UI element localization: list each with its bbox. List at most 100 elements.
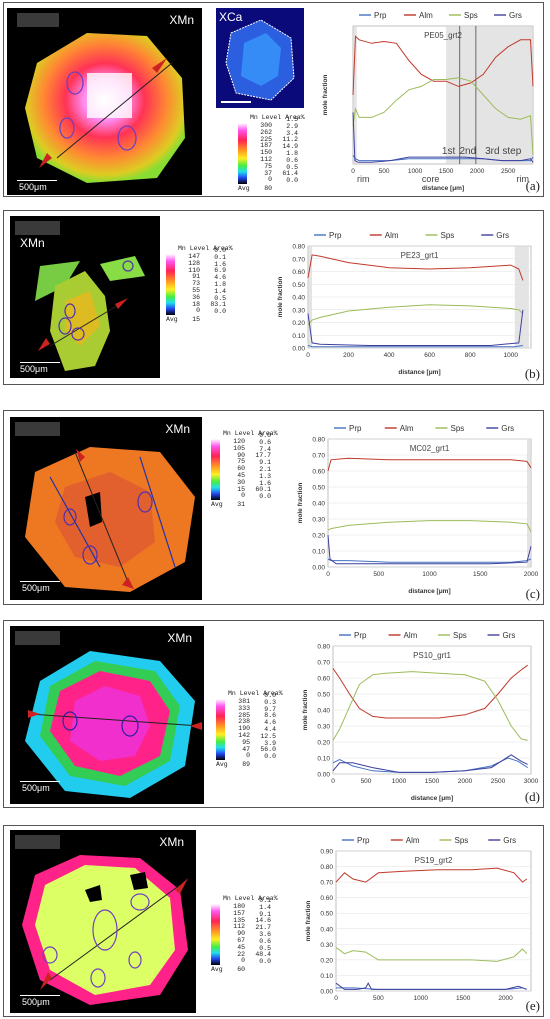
x-tick-label: 0 — [326, 571, 330, 578]
y-tick-label: 0.10 — [317, 756, 330, 763]
xmn-map-a: XMn 500μm — [7, 8, 202, 195]
scale-label-c: 500μm — [22, 583, 50, 593]
series-line-grs — [335, 982, 527, 990]
legend-level: 47 — [242, 745, 250, 753]
legend-entry: Prp — [357, 836, 370, 845]
x-axis-label: distance [μm] — [408, 588, 450, 595]
series-line-sps — [327, 520, 532, 533]
legend-avg-value: 80 — [264, 185, 272, 193]
chart-annotation: 3rd step — [485, 146, 522, 157]
legend-header: Mn Level Area% — [223, 430, 278, 437]
series-line-grs — [307, 309, 524, 346]
legend-area: 12.5 — [260, 732, 276, 740]
x-tick-label: 600 — [424, 352, 435, 359]
x-tick-label: 1500 — [456, 995, 471, 1002]
legend-area: 2.1 — [259, 466, 271, 473]
legend-color-bar — [211, 904, 220, 966]
y-tick-label: 0.00 — [317, 772, 330, 779]
x-axis-label: distance [μm] — [398, 369, 440, 376]
plot-area — [335, 850, 532, 992]
legend-area: 17.7 — [255, 452, 271, 460]
legend-level: 36 — [192, 293, 200, 301]
legend-entry: Prp — [329, 231, 342, 240]
legend-entry: Sps — [441, 231, 455, 240]
x-tick-label: 1000 — [408, 168, 423, 175]
chart-annotation: 2nd — [459, 146, 476, 157]
legend-level: 157 — [233, 909, 245, 917]
map-label-e: XMn — [159, 835, 184, 849]
y-tick-label: 0.90 — [320, 849, 333, 856]
y-tick-label: 0.50 — [320, 911, 333, 918]
y-axis-label: mole fraction — [305, 901, 312, 942]
panel-letter-e: (e) — [525, 998, 540, 1013]
y-tick-label: 0.30 — [320, 942, 333, 949]
panel-e: XMn 500μm Mn Level Area% 180 157 135 112 90 67… — [3, 825, 544, 1017]
x-tick-label: 1000 — [503, 352, 518, 359]
legend-level: 91 — [192, 273, 200, 281]
legend-area: 61.4 — [282, 170, 298, 178]
panel-a: XMn 500μm XCa Mn Level Area% 300 262 225 187… — [3, 2, 544, 197]
chart-title: MC02_grt1 — [410, 444, 450, 453]
legend-color-bar — [238, 123, 247, 185]
line-chart-svg: 0.00 0.10 0.20 0.30 0.40 0.50 0.60 0.70 0.80 0 200… — [277, 231, 532, 376]
legend-avg-label: Avg — [216, 761, 228, 769]
legend-level: 22 — [237, 950, 245, 958]
y-tick-label: 0.60 — [320, 895, 333, 902]
y-tick-label: 0.00 — [292, 346, 305, 353]
legend-level: 112 — [260, 156, 272, 163]
legend-level: 110 — [188, 266, 200, 274]
x-tick-label: 0 — [334, 995, 338, 1002]
legend-entry: Prp — [374, 11, 387, 20]
legend-entry: Sps — [464, 11, 478, 20]
garnet-map-b-graphic — [15, 221, 145, 371]
legend-area: 14.6 — [255, 917, 271, 925]
legend-level: 55 — [192, 287, 200, 294]
legend-level: 147 — [188, 253, 200, 260]
x-tick-label: 2000 — [524, 571, 539, 578]
y-tick-label: 0.40 — [292, 295, 305, 302]
scale-bar-c — [20, 581, 60, 582]
legend-level: 45 — [237, 472, 245, 479]
legend-level: 45 — [237, 943, 245, 951]
y-tick-label: 0.60 — [317, 676, 330, 683]
x-tick-label: 1500 — [473, 571, 488, 578]
legend-area: 9.1 — [259, 459, 271, 467]
legend-entry: Grs — [503, 836, 516, 845]
legend-area: 1.5 — [286, 116, 298, 123]
legend-level: 37 — [264, 169, 272, 177]
chart-e: 0.00 0.10 0.20 0.30 0.40 0.50 0.60 0.70 0.80 0.90… — [302, 831, 539, 1011]
legend-level: 190 — [238, 725, 250, 733]
legend-header: Mn Level Area% — [250, 114, 305, 121]
legend-level: 18 — [192, 300, 200, 308]
series-line-sps — [307, 304, 524, 326]
panel-letter-a: (a) — [525, 178, 540, 193]
chart-d: 0.00 0.10 0.20 0.30 0.40 0.50 0.60 0.70 0.80 0 500… — [299, 626, 539, 804]
legend-area: 0.0 — [286, 177, 298, 185]
legend-area: 0.6 — [286, 156, 298, 164]
x-tick-label: 0 — [331, 778, 335, 785]
legend-entry: Alm — [419, 11, 433, 20]
x-tick-label: 3000 — [524, 778, 539, 785]
xmn-map-e: XMn 500μm — [10, 830, 196, 1013]
legend-area: 0.6 — [259, 438, 271, 446]
legend-entry: Alm — [404, 631, 418, 640]
legend-level: 73 — [192, 280, 200, 288]
legend-entry: Grs — [496, 231, 509, 240]
series-line-sps — [352, 77, 534, 156]
x-tick-label: 2000 — [470, 168, 485, 175]
x-axis-label: distance [μm] — [422, 185, 464, 192]
legend-area: 14.9 — [282, 143, 298, 151]
legend-level: 238 — [238, 718, 250, 726]
legend-area: 9.1 — [259, 910, 271, 918]
map-label-b: XMn — [20, 236, 45, 250]
legend-area: 0.1 — [214, 253, 226, 261]
legend-area: 8.6 — [264, 712, 276, 720]
legend-area: 1.4 — [259, 903, 271, 911]
y-axis-label: mole fraction — [302, 690, 309, 731]
legend-area: 0.0 — [259, 432, 271, 439]
scale-label-d: 500μm — [22, 783, 50, 793]
legend-level: 262 — [260, 128, 272, 136]
y-axis-label: mole fraction — [277, 277, 284, 318]
series-line-sps — [335, 946, 528, 962]
y-tick-label: 0.20 — [312, 533, 325, 540]
